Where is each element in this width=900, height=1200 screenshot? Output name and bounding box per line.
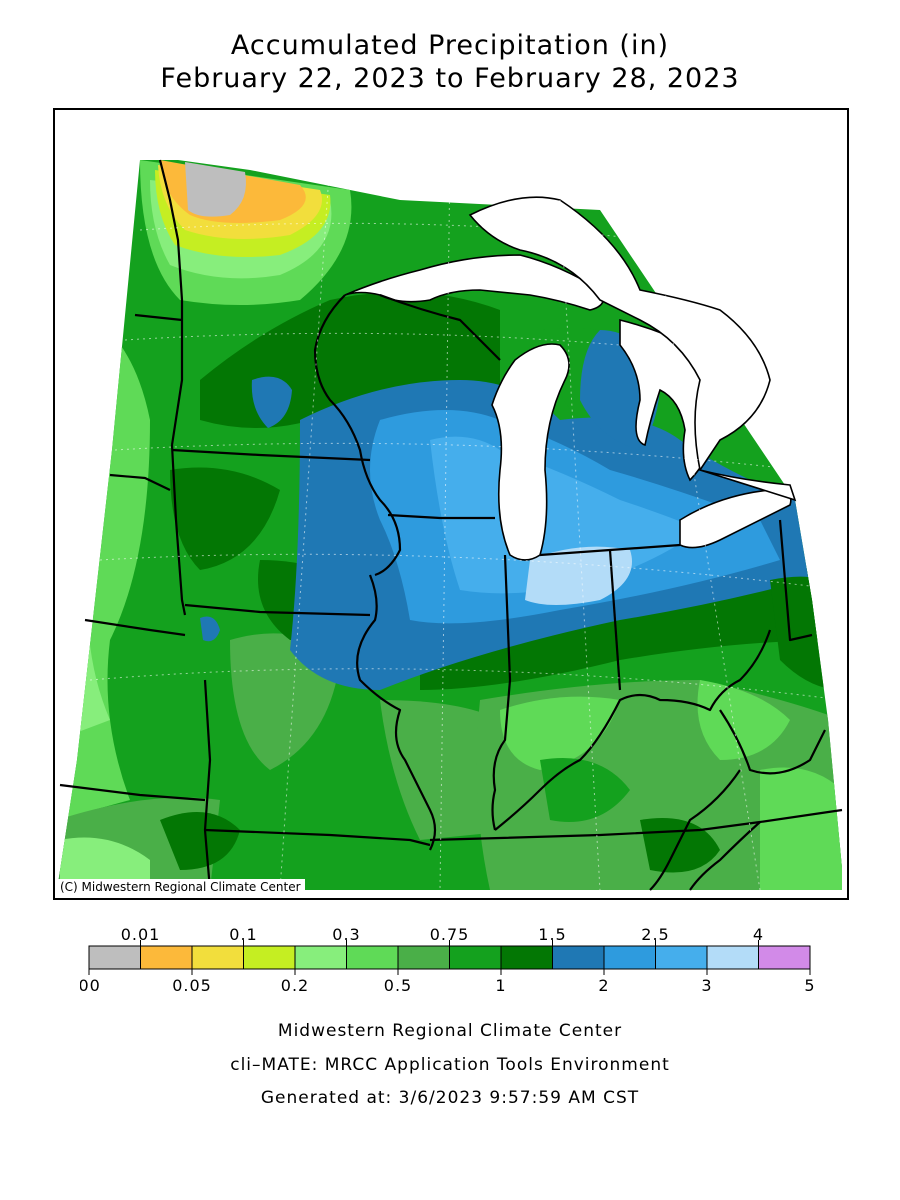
legend-bottom-label: 5 bbox=[804, 976, 815, 995]
border-wi-mi bbox=[379, 293, 501, 361]
map-frame bbox=[53, 108, 849, 900]
border-ne-ks bbox=[59, 783, 206, 802]
border-ohio-river bbox=[494, 629, 772, 831]
lake-superior bbox=[344, 254, 605, 311]
border-ia-mo bbox=[184, 603, 371, 617]
footer-org: Midwestern Regional Climate Center bbox=[277, 1021, 623, 1041]
border-ia-il-river bbox=[356, 574, 437, 851]
legend-bottom-label: 1 bbox=[495, 976, 506, 995]
border-sd-mn-ia bbox=[170, 444, 187, 616]
border-sd-ne bbox=[84, 618, 186, 637]
map-title: Accumulated Precipitation (in) bbox=[230, 30, 670, 61]
legend-bottom-label: 0.00 bbox=[80, 976, 101, 995]
legend-top-label: 0.1 bbox=[229, 925, 257, 944]
legend-swatch bbox=[294, 945, 347, 970]
footer-generated: Generated at: 3/6/2023 9:57:59 AM CST bbox=[260, 1088, 640, 1108]
border-mn-wi bbox=[313, 294, 402, 577]
legend-bottom-label: 2 bbox=[598, 976, 609, 995]
legend-top-label: 0.3 bbox=[332, 925, 360, 944]
lake-erie bbox=[679, 489, 792, 549]
legend-bottom-label: 3 bbox=[701, 976, 712, 995]
border-mo-ks bbox=[203, 679, 212, 891]
legend-swatch bbox=[346, 945, 399, 970]
legend-swatch bbox=[397, 945, 450, 970]
legend-swatch bbox=[243, 945, 296, 970]
legend-bottom-label: 0.2 bbox=[281, 976, 309, 995]
border-nd-sd bbox=[109, 473, 171, 491]
border-nd-west bbox=[134, 313, 183, 322]
border-il-in bbox=[491, 554, 512, 831]
border-ky-tn bbox=[429, 808, 843, 842]
legend-swatch bbox=[706, 945, 759, 970]
border-ky-wv bbox=[649, 769, 741, 891]
legend-top-label: 1.5 bbox=[538, 925, 566, 944]
border-oh-pa bbox=[778, 519, 813, 642]
graticule bbox=[89, 159, 843, 891]
border-mo-ar bbox=[204, 828, 431, 847]
color-legend: 0.01 0.1 0.3 0.75 1.5 2.5 4 0.00 0.05 0.2 0.5 1 2 3 5 bbox=[80, 925, 815, 995]
legend-top-label: 2.5 bbox=[641, 925, 669, 944]
footer-tool: cli–MATE: MRCC Application Tools Environ… bbox=[230, 1055, 670, 1075]
legend-bottom-label: 0.05 bbox=[172, 976, 212, 995]
legend-swatch bbox=[603, 945, 656, 970]
precipitation-map bbox=[53, 108, 849, 900]
great-lakes bbox=[344, 196, 797, 561]
legend-top-label: 0.01 bbox=[121, 925, 161, 944]
ontario-region bbox=[468, 196, 797, 502]
border-tn-va bbox=[689, 821, 761, 891]
state-boundaries bbox=[59, 159, 843, 891]
map-date-range: February 22, 2023 to February 28, 2023 bbox=[160, 63, 740, 94]
border-wi-il bbox=[387, 513, 495, 520]
legend-swatch bbox=[88, 945, 141, 970]
legend-swatch bbox=[552, 945, 605, 970]
border-mn-ia bbox=[171, 448, 371, 462]
legend-top-label: 0.75 bbox=[430, 925, 470, 944]
border-wv bbox=[719, 709, 826, 775]
map-credit: (C) Midwestern Regional Climate Center bbox=[56, 879, 305, 895]
legend-swatch bbox=[655, 945, 708, 970]
border-nd-mn bbox=[158, 159, 184, 446]
legend-swatch bbox=[140, 945, 193, 970]
legend-top-label: 4 bbox=[753, 925, 764, 944]
border-mi-oh-in bbox=[539, 543, 681, 557]
border-in-oh bbox=[608, 549, 622, 691]
legend-swatch bbox=[449, 945, 502, 970]
legend-swatch bbox=[191, 945, 244, 970]
legend-swatch bbox=[758, 945, 811, 970]
legend-swatch bbox=[500, 945, 553, 970]
legend-bottom-label: 0.5 bbox=[384, 976, 412, 995]
